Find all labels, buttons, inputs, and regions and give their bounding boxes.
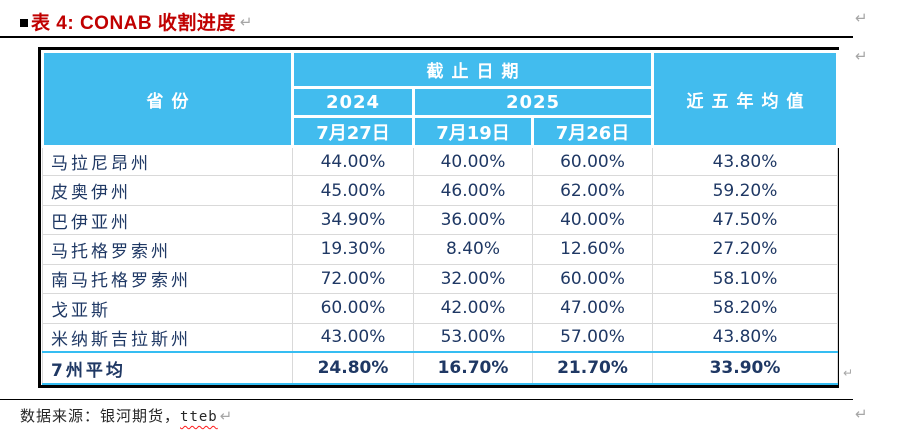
data-source-text: 数据来源：银河期货， <box>20 407 181 425</box>
data-source-note: 数据来源：银河期货，tteb ↵ <box>20 405 233 426</box>
header-date-jul19: 7月19日 <box>412 115 534 148</box>
return-mark-icon: ↵ <box>219 407 234 425</box>
conab-harvest-table: 省份 截止日期 近五年均值 2024 2025 7月27日 7月19日 7月26… <box>38 47 839 388</box>
return-mark-icon: ↵ <box>855 9 868 27</box>
value-cell: 43.80% <box>652 145 838 177</box>
footer-divider <box>0 399 853 400</box>
value-cell: 72.00% <box>292 263 414 295</box>
value-cell: 45.00% <box>292 175 414 206</box>
value-cell: 12.60% <box>532 234 653 265</box>
value-cell: 60.00% <box>532 263 653 295</box>
value-cell: 24.80% <box>292 351 414 385</box>
value-cell: 40.00% <box>532 204 653 236</box>
province-cell: 戈亚斯 <box>42 293 293 324</box>
value-cell: 32.00% <box>413 263 533 295</box>
value-cell: 42.00% <box>413 293 533 324</box>
table-row: 戈亚斯 60.00% 42.00% 47.00% 58.20% <box>42 293 838 324</box>
value-cell: 16.70% <box>413 351 533 385</box>
title-divider <box>0 36 853 38</box>
province-cell: 皮奥伊州 <box>42 175 293 206</box>
header-province: 省份 <box>41 50 294 148</box>
value-cell: 44.00% <box>292 145 414 177</box>
table-row: 巴伊亚州 34.90% 36.00% 40.00% 47.50% <box>42 204 838 236</box>
header-5y-average: 近五年均值 <box>651 50 839 148</box>
value-cell: 62.00% <box>532 175 653 206</box>
value-cell: 43.00% <box>292 322 414 353</box>
return-mark-icon: ↵ <box>843 366 854 380</box>
value-cell: 27.20% <box>652 234 838 265</box>
value-cell: 58.20% <box>652 293 838 324</box>
province-cell: 米纳斯吉拉斯州 <box>42 322 293 353</box>
bullet-square-icon <box>20 18 28 27</box>
province-cell: 7州平均 <box>42 351 293 385</box>
header-year-2024: 2024 <box>291 86 415 118</box>
return-mark-icon: ↵ <box>855 405 868 423</box>
return-mark-icon: ↵ <box>855 47 868 65</box>
value-cell: 60.00% <box>532 145 653 177</box>
table-row: 皮奥伊州 45.00% 46.00% 62.00% 59.20% <box>42 175 838 206</box>
header-date-jul27: 7月27日 <box>291 115 415 148</box>
table-row: 南马托格罗索州 72.00% 32.00% 60.00% 58.10% <box>42 263 838 295</box>
value-cell: 53.00% <box>413 322 533 353</box>
table-row: 马托格罗索州 19.30% 8.40% 12.60% 27.20% <box>42 234 838 265</box>
table-row: 马拉尼昂州 44.00% 40.00% 60.00% 43.80% <box>42 145 838 177</box>
province-cell: 马托格罗索州 <box>42 234 293 265</box>
header-date-jul26: 7月26日 <box>531 115 654 148</box>
value-cell: 21.70% <box>532 351 653 385</box>
value-cell: 33.90% <box>652 351 838 385</box>
value-cell: 36.00% <box>413 204 533 236</box>
value-cell: 47.00% <box>532 293 653 324</box>
table-row-total: 7州平均 24.80% 16.70% 21.70% 33.90% <box>42 351 838 385</box>
province-cell: 南马托格罗索州 <box>42 263 293 295</box>
value-cell: 43.80% <box>652 322 838 353</box>
value-cell: 59.20% <box>652 175 838 206</box>
doc-title-row: 表 4: CONAB 收割进度 ↵ <box>20 8 252 35</box>
value-cell: 19.30% <box>292 234 414 265</box>
header-year-2025: 2025 <box>412 86 654 118</box>
return-mark-icon: ↵ <box>239 12 253 31</box>
value-cell: 60.00% <box>292 293 414 324</box>
value-cell: 40.00% <box>413 145 533 177</box>
value-cell: 57.00% <box>532 322 653 353</box>
spellcheck-flagged-word: tteb <box>180 409 218 425</box>
page-title: 表 4: CONAB 收割进度 <box>31 13 236 34</box>
value-cell: 47.50% <box>652 204 838 236</box>
header-deadline: 截止日期 <box>291 50 654 89</box>
value-cell: 34.90% <box>292 204 414 236</box>
province-cell: 马拉尼昂州 <box>42 145 293 177</box>
value-cell: 8.40% <box>413 234 533 265</box>
value-cell: 46.00% <box>413 175 533 206</box>
table-row: 米纳斯吉拉斯州 43.00% 53.00% 57.00% 43.80% <box>42 322 838 353</box>
value-cell: 58.10% <box>652 263 838 295</box>
province-cell: 巴伊亚州 <box>42 204 293 236</box>
